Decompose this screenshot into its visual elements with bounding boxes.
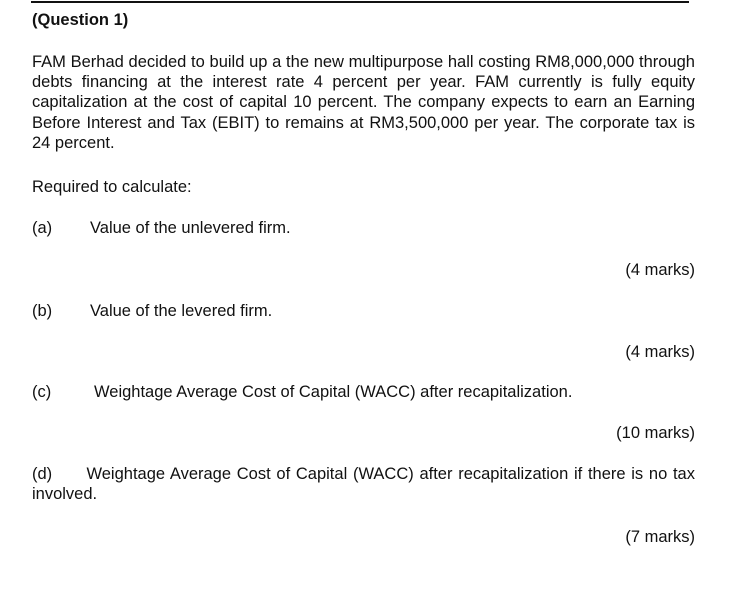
part-c: (c) Weightage Average Cost of Capital (WA… — [32, 382, 572, 402]
required-label: Required to calculate: — [32, 178, 192, 196]
part-text: Weightage Average Cost of Capital (WACC)… — [32, 465, 695, 503]
part-a: (a) Value of the unlevered firm. — [32, 218, 291, 238]
part-text: Value of the unlevered firm. — [90, 219, 291, 237]
question-title: (Question 1) — [32, 11, 129, 29]
part-b-marks: (4 marks) — [625, 343, 695, 361]
part-d-marks: (7 marks) — [625, 528, 695, 546]
question-paragraph: FAM Berhad decided to build up a the new… — [32, 53, 695, 152]
part-label: (b) — [32, 302, 53, 320]
part-label: (a) — [32, 219, 53, 237]
part-label: (c) — [32, 383, 52, 401]
part-text: Weightage Average Cost of Capital (WACC)… — [94, 383, 573, 401]
part-c-marks: (10 marks) — [616, 424, 695, 442]
part-a-marks: (4 marks) — [625, 261, 695, 279]
part-b: (b) Value of the levered firm. — [32, 301, 272, 321]
part-label: (d) — [32, 465, 53, 483]
part-d: (d) Weightage Average Cost of Capital (W… — [32, 464, 695, 504]
top-rule — [31, 1, 689, 3]
part-text: Value of the levered firm. — [90, 302, 273, 320]
